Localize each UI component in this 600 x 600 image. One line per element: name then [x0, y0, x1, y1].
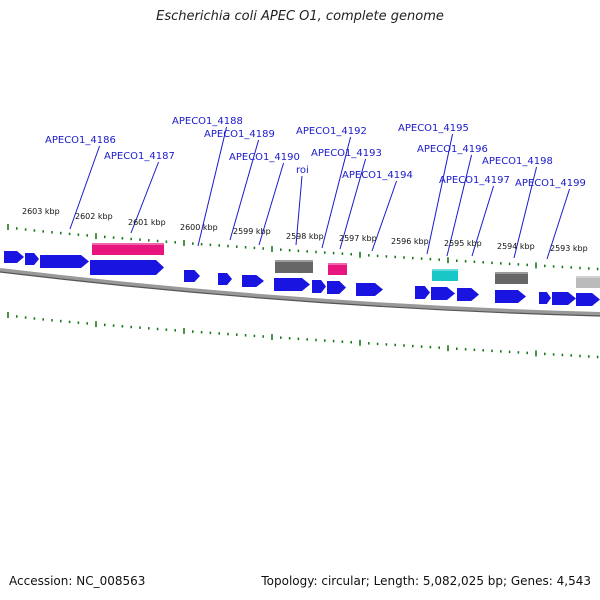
misc-feature-shine: [432, 269, 458, 271]
cds-arrow: [242, 275, 264, 287]
leader-line: [371, 180, 398, 252]
cds-arrow: [552, 292, 576, 305]
leader-line: [229, 139, 260, 241]
leader-line: [69, 145, 101, 230]
kbp-label: 2597 kbp: [339, 234, 377, 243]
cds-arrow: [184, 270, 200, 282]
cds-arrow: [274, 278, 310, 291]
leader-line: [339, 158, 367, 250]
gene-label: APECO1_4195: [398, 123, 469, 134]
cds-arrow: [356, 283, 383, 296]
rrna-feature: [328, 263, 347, 275]
gene-label: APECO1_4188: [172, 116, 243, 127]
gene-feature-gray-shine: [275, 260, 313, 262]
gene-feature-light: [576, 276, 600, 288]
cds-arrow: [431, 287, 455, 300]
cds-arrow: [40, 255, 89, 268]
leader-line: [295, 175, 303, 246]
outer-tick-row: [7, 224, 599, 271]
gene-label: APECO1_4193: [311, 148, 382, 159]
gene-feature-light-shine: [576, 276, 600, 278]
kbp-label: 2599 kbp: [233, 227, 271, 236]
leader-line: [546, 188, 571, 260]
genome-backbone: [0, 268, 600, 316]
cds-arrow: [312, 280, 326, 293]
rrna-feature-shine: [92, 243, 164, 245]
kbp-label: 2596 kbp: [391, 237, 429, 246]
cds-arrow: [4, 251, 24, 263]
kbp-label: 2595 kbp: [444, 239, 482, 248]
cds-arrow: [90, 260, 164, 275]
cds-arrow: [415, 286, 430, 299]
kbp-label: 2593 kbp: [550, 244, 588, 253]
gene-feature-gray: [275, 260, 313, 273]
gene-feature-gray-shine: [495, 272, 528, 274]
kbp-label: 2603 kbp: [22, 207, 60, 216]
kbp-label: 2602 kbp: [75, 212, 113, 221]
leader-line: [258, 162, 285, 246]
gene-label: APECO1_4196: [417, 144, 488, 155]
gene-label: APECO1_4189: [204, 129, 275, 140]
gene-label: APECO1_4197: [439, 175, 510, 186]
label-leader-lines: [69, 126, 571, 260]
gene-feature-gray: [495, 272, 528, 284]
gene-label: APECO1_4199: [515, 178, 586, 189]
leader-line: [130, 161, 160, 234]
gene-label: APECO1_4192: [296, 126, 367, 137]
topology-text: Topology: circular; Length: 5,082,025 bp…: [261, 574, 591, 588]
leader-line: [471, 185, 495, 257]
kbp-label: 2598 kbp: [286, 232, 324, 241]
kbp-label: 2601 kbp: [128, 218, 166, 227]
leader-line: [197, 126, 228, 247]
cds-arrow: [327, 281, 346, 294]
gene-label-group: APECO1_4186 APECO1_4187 APECO1_4188 APECO1_…: [45, 116, 586, 189]
cds-arrow: [495, 290, 526, 303]
gene-label: APECO1_4190: [229, 152, 300, 163]
genome-backbone-shadow: [0, 271, 600, 317]
rrna-feature-shine: [328, 263, 347, 265]
cds-arrow: [576, 293, 600, 306]
map-title: Escherichia coli APEC O1, complete genom…: [156, 9, 444, 24]
gene-label: APECO1_4194: [342, 170, 413, 181]
leader-line: [321, 136, 352, 249]
leader-line: [446, 154, 473, 257]
accession-text: Accession: NC_008563: [9, 574, 146, 588]
gene-label: roi: [296, 165, 309, 176]
cds-arrow: [218, 273, 232, 285]
leader-line: [513, 166, 538, 259]
gene-label: APECO1_4186: [45, 135, 116, 146]
cds-arrow: [25, 253, 39, 265]
feature-track: [4, 243, 600, 306]
misc-feature: [432, 269, 458, 281]
gene-label: APECO1_4187: [104, 151, 175, 162]
kbp-label: 2600 kbp: [180, 223, 218, 232]
kbp-label: 2594 kbp: [497, 242, 535, 251]
inner-tick-row: [7, 312, 599, 359]
kbp-tick-labels: 2603 kbp 2602 kbp 2601 kbp 2600 kbp 2599 kbp…: [22, 207, 588, 253]
gene-label: APECO1_4198: [482, 156, 553, 167]
leader-line: [426, 133, 454, 255]
cds-arrow: [457, 288, 479, 301]
cds-arrow: [539, 292, 551, 304]
rrna-feature: [92, 243, 164, 255]
